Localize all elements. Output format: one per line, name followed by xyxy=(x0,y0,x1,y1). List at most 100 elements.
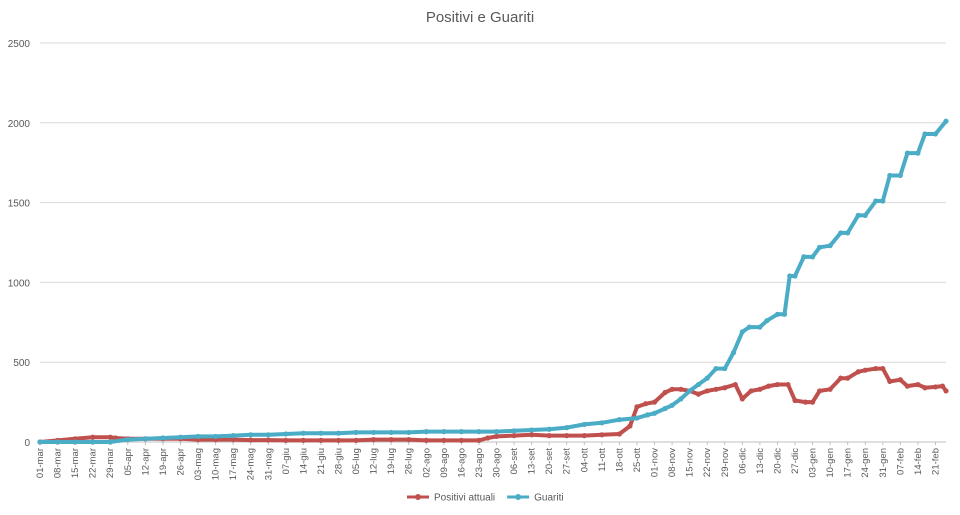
x-tick-label: 15-mar xyxy=(70,448,81,478)
data-point-positivi-attuali xyxy=(458,437,464,444)
data-point-positivi-attuali xyxy=(265,437,271,443)
legend-label-guariti: Guariti xyxy=(534,493,563,504)
data-point-guariti xyxy=(72,439,78,445)
data-point-positivi-attuali xyxy=(915,381,921,388)
data-point-guariti xyxy=(511,428,517,434)
x-tick-label: 14-giu xyxy=(298,448,309,474)
data-point-positivi-attuali xyxy=(704,388,710,394)
data-point-positivi-attuali xyxy=(546,433,552,439)
data-point-positivi-attuali xyxy=(838,375,844,381)
data-point-positivi-attuali xyxy=(880,365,886,372)
data-point-positivi-attuali xyxy=(785,381,791,388)
data-point-positivi-attuali xyxy=(678,386,684,392)
data-point-guariti xyxy=(816,244,823,250)
x-tick-label: 19-lug xyxy=(386,448,397,474)
data-point-positivi-attuali xyxy=(335,437,342,444)
data-point-positivi-attuali xyxy=(248,437,254,443)
data-point-guariti xyxy=(838,230,844,236)
data-point-positivi-attuali xyxy=(634,404,640,410)
data-point-guariti xyxy=(932,131,939,137)
y-tick-label: 0 xyxy=(24,438,30,449)
x-tick-label: 27-set xyxy=(562,448,573,475)
data-point-guariti xyxy=(922,131,928,137)
data-point-positivi-attuali xyxy=(873,365,879,372)
data-point-guariti xyxy=(160,435,166,441)
x-tick-label: 24-mag xyxy=(246,448,257,480)
x-tick-label: 21-feb xyxy=(930,448,941,475)
data-point-guariti xyxy=(739,329,745,335)
data-point-guariti xyxy=(781,311,788,317)
data-point-guariti xyxy=(915,150,921,156)
data-point-guariti xyxy=(787,273,793,279)
data-point-positivi-attuali xyxy=(300,437,306,444)
x-tick-label: 23-ago xyxy=(474,448,485,478)
x-tick-label: 30-ago xyxy=(492,448,503,478)
x-tick-label: 12-apr xyxy=(140,448,151,475)
data-point-guariti xyxy=(248,432,254,438)
x-tick-label: 17-mag xyxy=(228,448,239,480)
x-tick-label: 20-set xyxy=(544,448,555,475)
x-tick-label: 10-gen xyxy=(825,448,836,478)
data-point-guariti xyxy=(730,350,737,356)
data-point-positivi-attuali xyxy=(862,367,868,373)
x-tick-label: 02-ago xyxy=(421,448,432,478)
x-tick-label: 09-ago xyxy=(439,448,450,478)
data-point-positivi-attuali xyxy=(643,401,649,407)
data-point-positivi-attuali xyxy=(695,391,702,397)
data-point-positivi-attuali xyxy=(599,432,605,438)
x-tick-label: 18-ott xyxy=(614,448,625,473)
x-tick-label: 27-dic xyxy=(790,448,801,474)
data-point-guariti xyxy=(897,172,903,179)
data-point-positivi-attuali xyxy=(669,386,675,392)
data-point-positivi-attuali xyxy=(732,381,738,388)
data-point-guariti xyxy=(764,318,770,324)
data-point-positivi-attuali xyxy=(406,437,412,443)
data-point-positivi-attuali xyxy=(90,434,96,440)
data-point-guariti xyxy=(283,431,289,437)
data-point-positivi-attuali xyxy=(887,378,893,384)
data-point-positivi-attuali xyxy=(353,437,359,444)
data-point-guariti xyxy=(406,429,412,436)
data-point-positivi-attuali xyxy=(855,369,861,375)
data-point-guariti xyxy=(644,412,651,418)
x-tick-label: 31-mag xyxy=(263,448,274,480)
data-point-positivi-attuali xyxy=(627,423,633,429)
data-point-positivi-attuali xyxy=(107,434,113,440)
data-point-positivi-attuali xyxy=(722,385,728,391)
x-tick-label: 05-lug xyxy=(351,448,362,474)
data-point-guariti xyxy=(37,439,43,445)
data-point-guariti xyxy=(669,402,675,408)
data-point-positivi-attuali xyxy=(792,397,798,404)
data-point-positivi-attuali xyxy=(230,437,236,443)
y-tick-label: 1000 xyxy=(8,278,31,289)
chart-title: Positivi e Guariti xyxy=(425,9,535,26)
x-tick-label: 13-dic xyxy=(755,448,766,474)
legend-label-positivi-attuali: Positivi attuali xyxy=(434,493,495,504)
data-point-guariti xyxy=(142,436,148,442)
data-point-positivi-attuali xyxy=(476,437,482,444)
x-tick-label: 26-lug xyxy=(404,448,415,474)
x-tick-label: 22-nov xyxy=(702,448,713,477)
data-point-positivi-attuali xyxy=(388,437,394,443)
data-point-positivi-attuali xyxy=(943,388,949,394)
x-tick-label: 17-gen xyxy=(843,448,854,478)
data-point-positivi-attuali xyxy=(713,386,719,392)
data-point-positivi-attuali xyxy=(529,432,535,438)
x-tick-label: 29-nov xyxy=(720,448,731,477)
x-tick-label: 07-giu xyxy=(281,448,292,474)
data-point-positivi-attuali xyxy=(939,383,946,389)
data-point-positivi-attuali xyxy=(802,399,809,405)
legend-marker-guariti xyxy=(515,494,522,500)
data-point-positivi-attuali xyxy=(757,386,763,392)
data-point-guariti xyxy=(634,415,640,421)
y-tick-label: 2000 xyxy=(8,119,31,130)
data-point-guariti xyxy=(662,405,668,412)
data-point-guariti xyxy=(230,433,236,439)
data-point-positivi-attuali xyxy=(371,437,377,443)
data-point-guariti xyxy=(353,429,359,436)
data-point-positivi-attuali xyxy=(897,377,903,383)
data-point-guariti xyxy=(746,324,752,330)
data-point-guariti xyxy=(54,439,61,445)
data-point-guariti xyxy=(943,118,949,124)
